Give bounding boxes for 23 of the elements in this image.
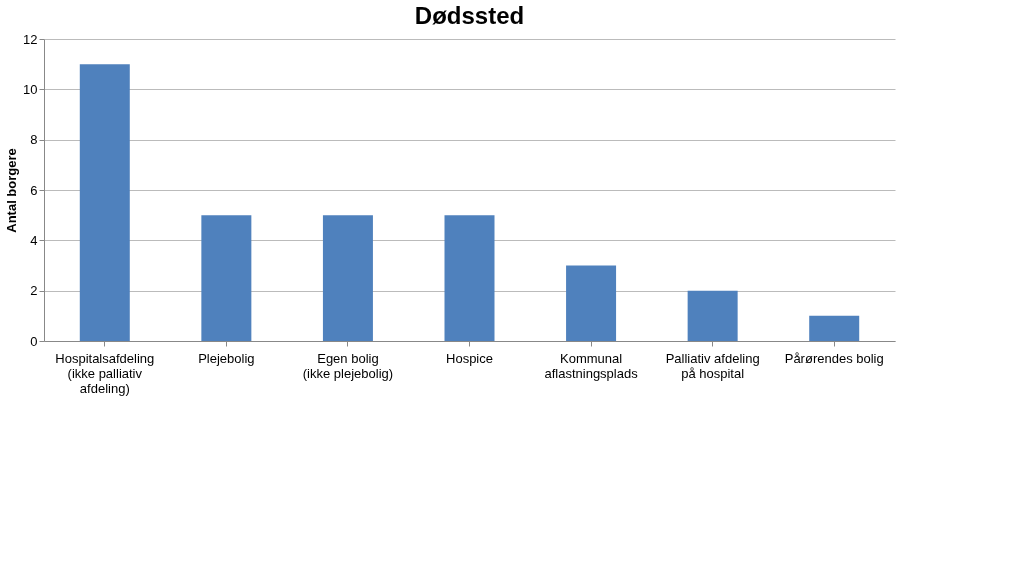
- y-tick-label: 12: [23, 31, 38, 47]
- bar: [687, 290, 738, 341]
- x-tick-label: Plejebolig: [198, 350, 255, 366]
- y-tick-label: 8: [30, 132, 38, 148]
- bar: [322, 215, 373, 341]
- y-tick-label: 0: [30, 333, 38, 349]
- x-tick-label: Kommunal aflastningsplads: [544, 350, 639, 381]
- bar: [566, 265, 617, 341]
- y-tick-label: 2: [30, 283, 38, 299]
- x-tick-label: Hospitalsafdeling (ikke palliativ afdeling): [55, 350, 155, 396]
- bar: [79, 64, 130, 341]
- x-tick-label: Egen bolig (ikke plejebolig): [302, 350, 394, 381]
- x-tick-label: Pårørendes bolig: [784, 350, 884, 366]
- bar: [201, 215, 252, 341]
- y-tick-label: 6: [30, 182, 38, 198]
- chart-title: Dødssted: [414, 2, 525, 29]
- x-tick-label: Palliativ afdeling på hospital: [665, 350, 760, 381]
- y-axis-title: Antal borgere: [4, 148, 20, 233]
- bar: [444, 215, 495, 341]
- y-tick-label: 10: [23, 81, 38, 97]
- y-tick-label: 4: [30, 232, 38, 248]
- x-tick-label: Hospice: [446, 350, 493, 366]
- bar: [809, 315, 860, 341]
